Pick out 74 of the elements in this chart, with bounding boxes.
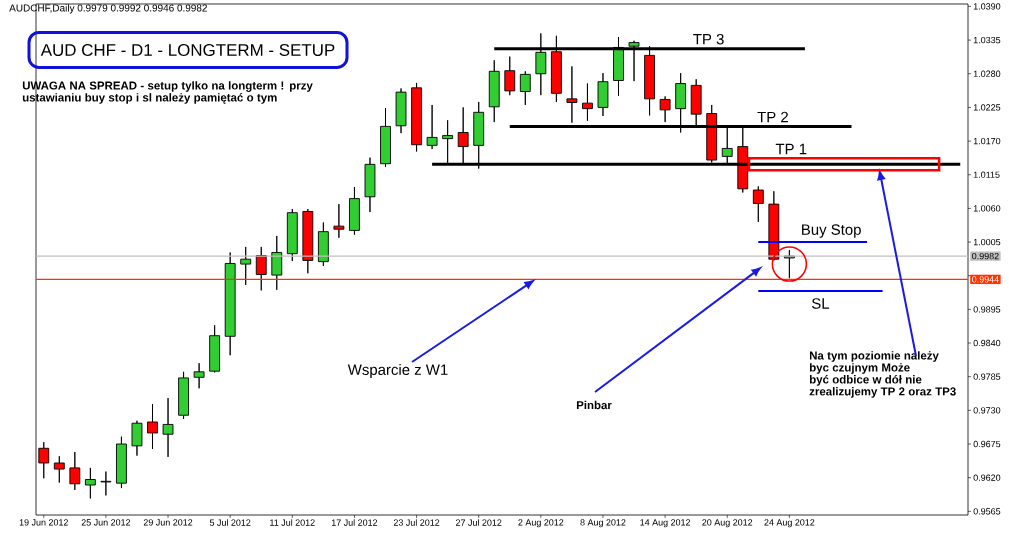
candlestick [116,436,127,489]
x-tick-label: 11 Jul 2012 [270,519,315,526]
candlestick [566,65,578,124]
candlestick [659,95,671,123]
y-tick-label: 1.0225 [973,104,1001,111]
y-tick-label: 0.9840 [973,339,1001,347]
series-label: SL [811,298,830,309]
y-tick-label: 1.0115 [973,171,1000,178]
candlestick [209,324,221,373]
y-tick-label: 1.0005 [973,238,1001,246]
y-tick-label: 1.0390 [973,3,1001,10]
candlestick [255,246,267,291]
candlestick [395,88,407,134]
candlestick [380,107,391,168]
candlestick [752,185,764,223]
y-tick-label: 0.9675 [973,440,1001,448]
candlestick [38,441,50,479]
x-tick-label: 25 Jun 2012 [81,519,131,526]
y-tick-label: 0.9620 [973,474,1001,481]
annotation: Pinbar [576,400,612,410]
candlestick [411,82,422,152]
candlestick [224,252,236,356]
x-tick-label: 20 Aug 2012 [702,519,753,528]
series-label: TP 3 [693,33,724,45]
candlestick [317,222,329,267]
x-tick-label: 19 Jun 2012 [19,519,68,526]
x-tick-label: 17 Jul 2012 [331,519,378,526]
ref-line-label: 0.9944 [972,276,999,283]
y-tick-label: 0.9895 [973,306,1001,313]
x-tick-label: 24 Aug 2012 [764,519,815,528]
ref-line-label: 0.9982 [972,252,999,260]
annotation: AUDCHF,Daily 0.9979 0.9992 0.9946 0.9982 [9,4,207,14]
candlestick [131,420,143,457]
candlestick [100,471,112,496]
y-tick-label: 1.0280 [973,70,1001,77]
annotation: Wsparcie z W1 [347,364,448,378]
candlestick [364,157,376,213]
x-tick-label: 2 Aug 2012 [518,519,564,528]
series-label: Buy Stop [802,224,861,238]
y-tick-label: 1.0060 [973,205,1001,212]
y-tick-label: 1.0335 [973,36,1001,44]
candlestick [147,403,158,450]
y-tick-label: 0.9730 [973,407,1001,414]
x-tick-label: 29 Jun 2012 [143,519,193,526]
candlestick [597,72,609,117]
candlestick [333,203,345,239]
candlestick [240,246,252,286]
x-tick-label: 14 Aug 2012 [640,519,691,528]
y-tick-label: 1.0170 [973,137,1001,145]
annotation: Na tym poziomie należy byc czujnym Może być odbice w dół nie zrealizujemy TP 2 oraz TP3 [809,351,956,398]
candlestick [178,371,189,420]
x-tick-label: 27 Jul 2012 [455,519,502,526]
candlestick [302,208,314,274]
candlestick [162,397,174,458]
candlestick [504,56,516,96]
candlestick [349,186,360,236]
annotation: UWAGA NA SPREAD - setup tylko na longterm ! przy ustawianiu buy stop i sl należy pamiętać o tym [22,81,313,104]
candlestick [488,59,500,123]
candlestick [84,467,96,499]
candlestick [286,208,298,262]
text: AUD CHF - D1 - LONGTERM - SETUP [40,44,335,56]
y-tick-label: 0.9785 [973,373,1001,380]
series-label: TP 1 [775,143,807,155]
candlestick [519,70,531,106]
x-tick-label: 8 Aug 2012 [580,519,626,528]
candlestick [69,451,81,491]
candlestick [582,83,593,122]
y-tick-label: 0.9565 [973,508,1001,515]
candlestick [53,455,65,484]
series-label: TP 2 [757,111,788,123]
x-tick-label: 23 Jul 2012 [393,519,440,526]
candlestick [193,362,205,389]
x-tick-label: 5 Jul 2012 [209,519,251,526]
candlestick [426,104,438,150]
